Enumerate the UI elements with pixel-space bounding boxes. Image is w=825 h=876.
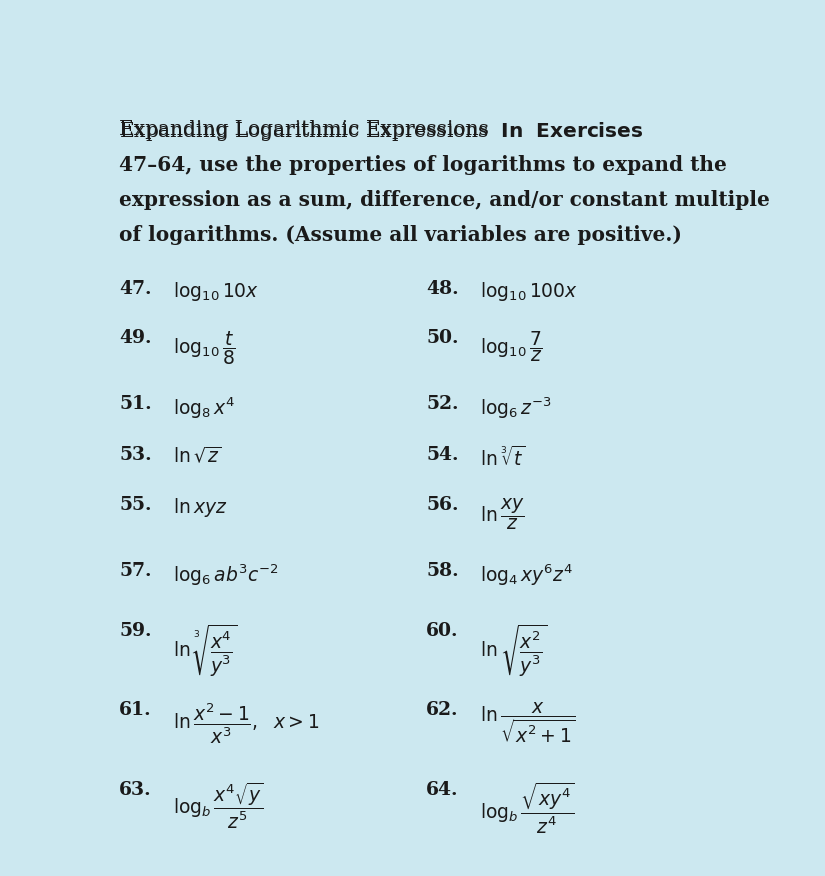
Text: $\log_{6} ab^3c^{-2}$: $\log_{6} ab^3c^{-2}$ [173,562,279,588]
Text: 49.: 49. [119,329,152,347]
Text: expression as a sum, difference, and/or constant multiple: expression as a sum, difference, and/or … [119,190,770,210]
Text: $\log_{b} \dfrac{x^4\sqrt{y}}{z^5}$: $\log_{b} \dfrac{x^4\sqrt{y}}{z^5}$ [173,781,264,831]
Text: $\ln \sqrt{\dfrac{x^2}{y^3}}$: $\ln \sqrt{\dfrac{x^2}{y^3}}$ [480,622,548,678]
Text: $\ln \sqrt[3]{t}$: $\ln \sqrt[3]{t}$ [480,446,526,470]
Text: 48.: 48. [426,280,459,299]
Text: 54.: 54. [426,446,459,463]
Text: of logarithms. (Assume all variables are positive.): of logarithms. (Assume all variables are… [119,225,682,245]
Text: 47–64, use the properties of logarithms to expand the: 47–64, use the properties of logarithms … [119,155,727,175]
Text: 51.: 51. [119,395,152,413]
Text: 47.: 47. [119,280,152,299]
Text: 61.: 61. [119,702,152,719]
Text: $\log_{10} 100x$: $\log_{10} 100x$ [480,280,578,303]
Text: $\ln \dfrac{xy}{z}$: $\ln \dfrac{xy}{z}$ [480,497,525,533]
Text: 64.: 64. [426,781,459,799]
Text: $\ln \dfrac{x}{\sqrt{x^2+1}}$: $\ln \dfrac{x}{\sqrt{x^2+1}}$ [480,702,576,745]
Text: $\log_{10} 10x$: $\log_{10} 10x$ [173,280,260,303]
Text: 53.: 53. [119,446,152,463]
Text: 62.: 62. [426,702,459,719]
Text: 59.: 59. [119,622,152,639]
Text: 52.: 52. [426,395,459,413]
Text: $\log_{4} xy^6 z^4$: $\log_{4} xy^6 z^4$ [480,562,573,588]
Text: Expanding Logarithmic Expressions: Expanding Logarithmic Expressions [119,120,502,139]
Text: $\ln \sqrt[3]{\dfrac{x^4}{y^3}}$: $\ln \sqrt[3]{\dfrac{x^4}{y^3}}$ [173,622,238,678]
Text: Expanding Logarithmic Expressions  $\mathbf{In\ \ Exercises}$: Expanding Logarithmic Expressions $\math… [119,120,644,143]
Text: $\log_{10}\dfrac{7}{z}$: $\log_{10}\dfrac{7}{z}$ [480,329,544,364]
Text: $\log_{10}\dfrac{t}{8}$: $\log_{10}\dfrac{t}{8}$ [173,329,237,367]
Text: $\ln xyz$: $\ln xyz$ [173,497,228,519]
Text: 50.: 50. [426,329,459,347]
Text: 58.: 58. [426,562,459,581]
Text: 55.: 55. [119,497,152,514]
Text: $\ln \dfrac{x^2-1}{x^3},\ \ x>1$: $\ln \dfrac{x^2-1}{x^3},\ \ x>1$ [173,702,320,746]
Text: $\ln \sqrt{z}$: $\ln \sqrt{z}$ [173,446,222,466]
Text: $\log_{6} z^{-3}$: $\log_{6} z^{-3}$ [480,395,552,420]
Text: 63.: 63. [119,781,152,799]
Text: 56.: 56. [426,497,459,514]
Text: 60.: 60. [426,622,459,639]
Text: $\log_{b} \dfrac{\sqrt{xy^4}}{z^4}$: $\log_{b} \dfrac{\sqrt{xy^4}}{z^4}$ [480,781,575,837]
Text: 57.: 57. [119,562,152,581]
Text: $\log_{8} x^4$: $\log_{8} x^4$ [173,395,236,420]
